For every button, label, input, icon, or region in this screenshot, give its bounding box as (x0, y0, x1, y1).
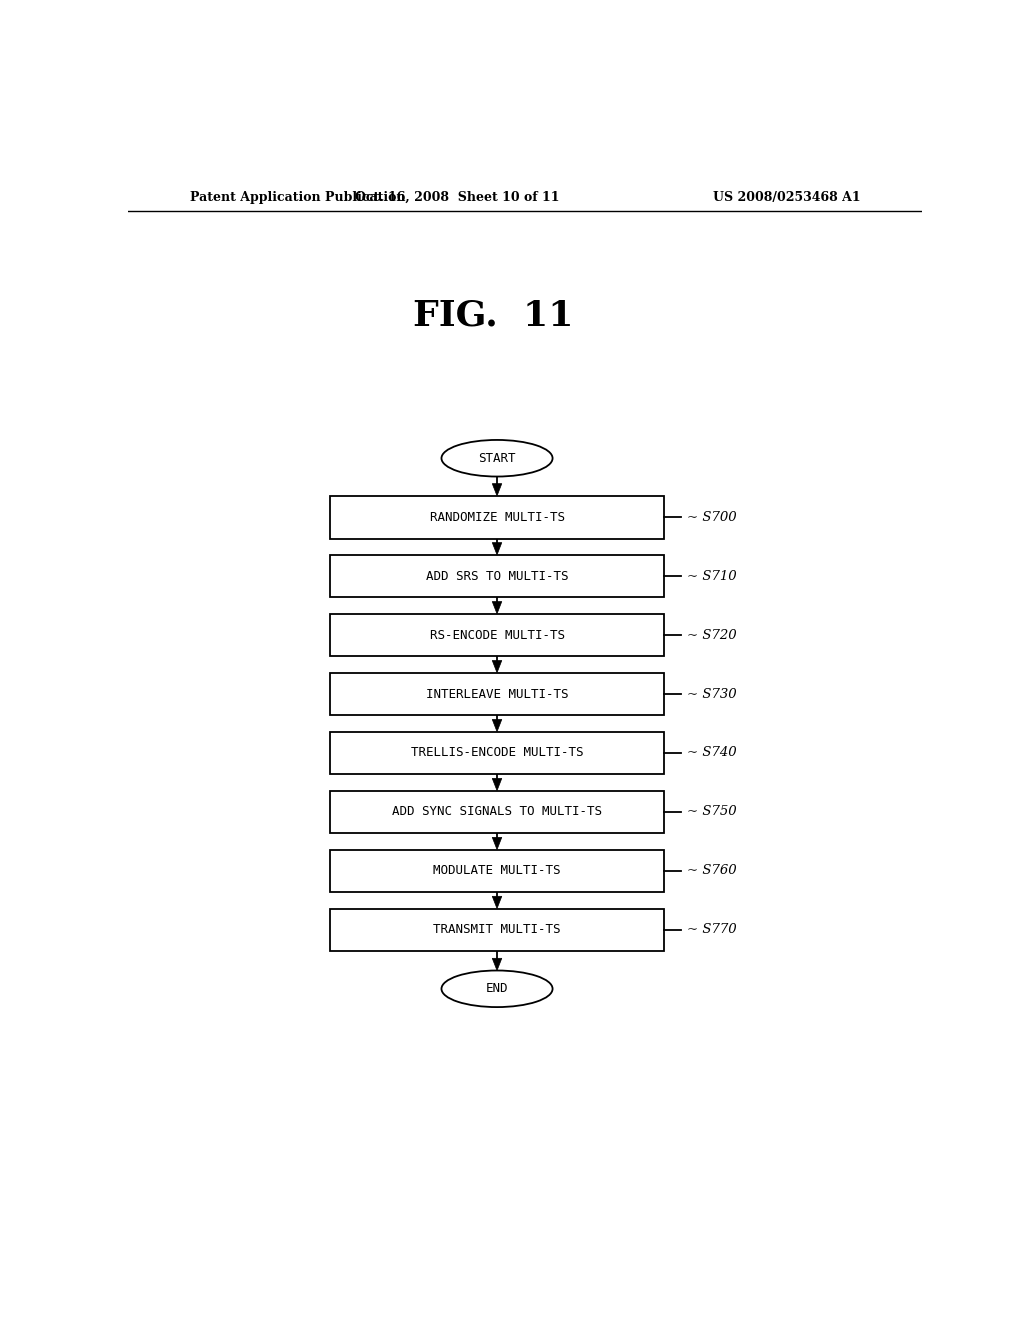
Text: MODULATE MULTI-TS: MODULATE MULTI-TS (433, 865, 561, 878)
FancyBboxPatch shape (331, 908, 664, 952)
Text: ~ S740: ~ S740 (687, 747, 737, 759)
Text: ~ S760: ~ S760 (687, 865, 737, 878)
Text: ~ S730: ~ S730 (687, 688, 737, 701)
FancyBboxPatch shape (331, 791, 664, 833)
Polygon shape (493, 660, 502, 673)
Text: TRELLIS-ENCODE MULTI-TS: TRELLIS-ENCODE MULTI-TS (411, 747, 584, 759)
FancyBboxPatch shape (331, 731, 664, 775)
Ellipse shape (441, 440, 553, 477)
Text: Patent Application Publication: Patent Application Publication (189, 190, 406, 203)
FancyBboxPatch shape (331, 673, 664, 715)
Polygon shape (493, 779, 502, 791)
Text: ADD SYNC SIGNALS TO MULTI-TS: ADD SYNC SIGNALS TO MULTI-TS (392, 805, 602, 818)
Text: ~ S770: ~ S770 (687, 924, 737, 936)
Polygon shape (493, 543, 502, 554)
Text: INTERLEAVE MULTI-TS: INTERLEAVE MULTI-TS (426, 688, 568, 701)
Text: Oct. 16, 2008  Sheet 10 of 11: Oct. 16, 2008 Sheet 10 of 11 (355, 190, 559, 203)
FancyBboxPatch shape (331, 614, 664, 656)
Text: RS-ENCODE MULTI-TS: RS-ENCODE MULTI-TS (429, 628, 564, 642)
Text: ~ S710: ~ S710 (687, 570, 737, 582)
Polygon shape (493, 719, 502, 731)
FancyBboxPatch shape (331, 850, 664, 892)
Text: ADD SRS TO MULTI-TS: ADD SRS TO MULTI-TS (426, 570, 568, 582)
Text: US 2008/0253468 A1: US 2008/0253468 A1 (713, 190, 860, 203)
Text: RANDOMIZE MULTI-TS: RANDOMIZE MULTI-TS (429, 511, 564, 524)
Polygon shape (493, 483, 502, 496)
Text: ~ S720: ~ S720 (687, 628, 737, 642)
FancyBboxPatch shape (331, 554, 664, 598)
Text: ~ S700: ~ S700 (687, 511, 737, 524)
Text: TRANSMIT MULTI-TS: TRANSMIT MULTI-TS (433, 924, 561, 936)
Text: ~ S750: ~ S750 (687, 805, 737, 818)
Text: FIG.  11: FIG. 11 (413, 298, 573, 333)
FancyBboxPatch shape (331, 496, 664, 539)
Ellipse shape (441, 970, 553, 1007)
Text: END: END (485, 982, 508, 995)
Polygon shape (493, 958, 502, 970)
Polygon shape (493, 896, 502, 908)
Text: START: START (478, 451, 516, 465)
Polygon shape (493, 837, 502, 850)
Polygon shape (493, 602, 502, 614)
